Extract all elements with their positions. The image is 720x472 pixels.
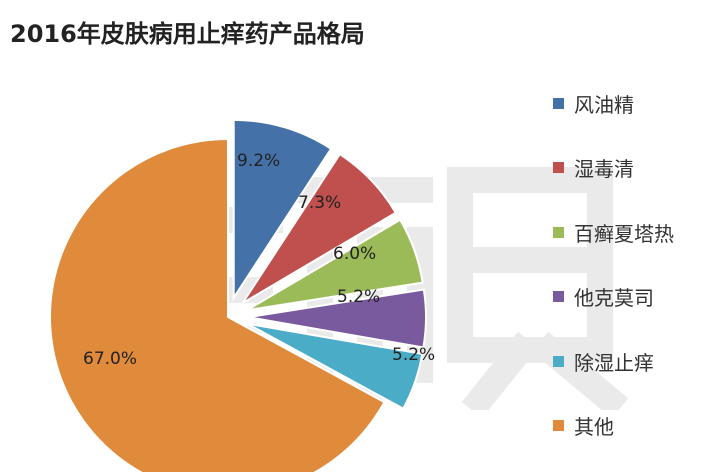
legend-item-3: 他克莫司 (553, 284, 654, 310)
legend-swatch-5 (553, 420, 564, 431)
pie-slice-1 (241, 152, 398, 305)
slice-data-label-0: 9.2% (237, 151, 280, 171)
pie-slice-5 (49, 137, 386, 472)
legend-item-4: 除湿止痒 (553, 348, 654, 375)
legend-item-0: 风油精 (553, 90, 634, 117)
slice-data-label-4: 5.2% (392, 345, 435, 365)
legend-label-1: 湿毒清 (574, 157, 634, 181)
pie-slice-2 (246, 218, 424, 312)
slice-data-label-2: 6.0% (333, 244, 376, 264)
pie-slice-4 (246, 322, 424, 411)
legend-item-5: 其他 (553, 413, 614, 439)
slice-data-label-1: 7.3% (298, 193, 341, 213)
legend-swatch-1 (553, 162, 564, 173)
legend-label-5: 其他 (574, 415, 614, 439)
chart-title: 2016年皮肤病用止痒药产品格局 (10, 20, 365, 48)
slice-data-label-3: 5.2% (337, 287, 380, 307)
legend-item-1: 湿毒清 (553, 155, 634, 181)
legend-label-4: 除湿止痒 (574, 350, 654, 375)
legend-item-2: 百癣夏塔热 (553, 219, 674, 246)
legend-label-0: 风油精 (574, 92, 634, 117)
pie-slice-0 (232, 118, 333, 302)
legend-swatch-0 (553, 97, 564, 109)
pie-slice-3 (247, 288, 427, 349)
slice-data-label-5: 67.0% (83, 349, 137, 369)
legend-label-2: 百癣夏塔热 (574, 221, 674, 246)
legend-swatch-3 (553, 291, 564, 302)
legend-swatch-2 (553, 226, 564, 238)
legend-swatch-4 (553, 355, 564, 367)
legend-label-3: 他克莫司 (574, 286, 654, 310)
